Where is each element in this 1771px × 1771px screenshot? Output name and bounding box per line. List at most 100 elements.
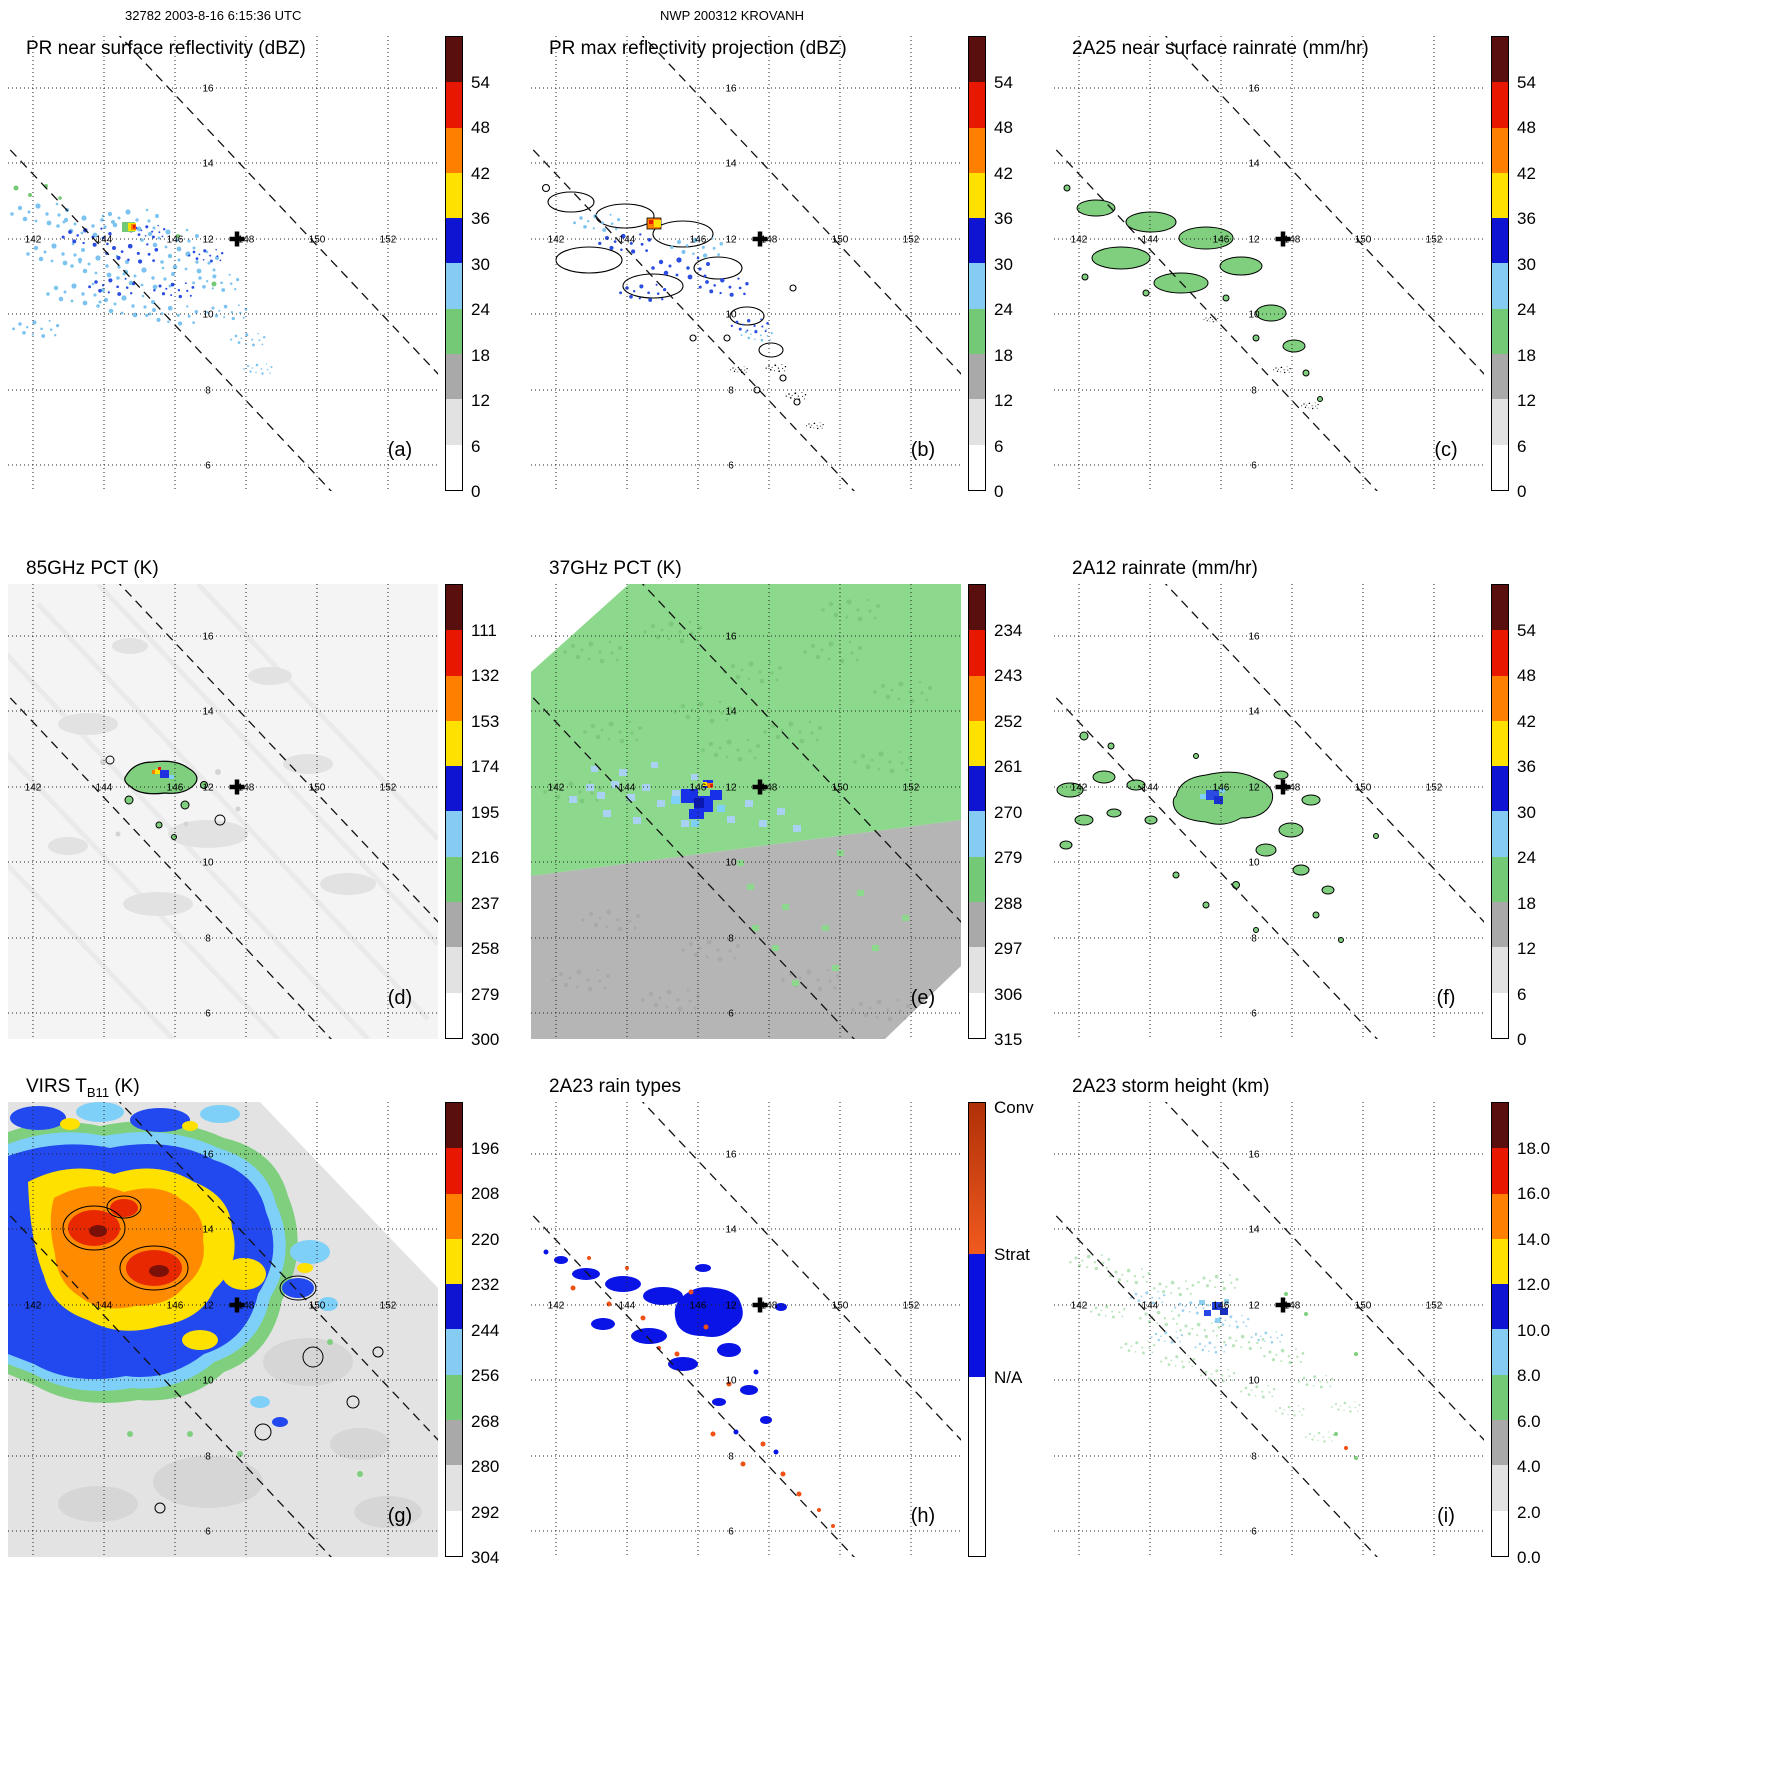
field-2a12-rainrate [1056,731,1379,943]
colorbar-segment [969,811,985,857]
lat-tick-label: 16 [202,1150,214,1161]
lon-tick-label: 146 [690,1301,707,1312]
lon-tick-label: 142 [548,1301,565,1312]
lon-tick-label: 150 [1355,235,1372,246]
map-2a23-rain-types: 142 144 146 148 150 152 16 14 12 10 8 6 (h) [531,1102,961,1557]
colorbar [445,584,463,1039]
panel-title-text: 2A25 near surface rainrate (mm/hr) [1072,38,1369,59]
colorbar-labels: Conv Strat N/A [994,1098,1066,1557]
moderate-rain-speckles [61,224,224,299]
colorbar-tick-label: Strat [994,1245,1030,1264]
colorbar-tick-label: 297 [994,939,1023,958]
colorbar-segment [969,172,985,219]
panel-title-text: 85GHz PCT (K) [26,558,159,579]
temperature-contours [62,1195,384,1514]
lat-tick-label: 12 [1248,1301,1260,1312]
map-annotations: 142 144 146 148 150 152 16 14 12 10 8 6 (h) [531,1102,961,1557]
lat-tick-label: 12 [725,783,737,794]
lat-tick-label: 8 [205,386,211,397]
green-specks-in-gray [737,850,909,986]
panel-h-title: 2A23 rain types [549,1076,681,1098]
lon-tick-label: 150 [309,235,326,246]
lat-tick-label: 8 [728,386,734,397]
colorbar-segment [1492,263,1508,309]
swath-edge-lines [8,36,438,491]
colorbar-segment [446,218,462,264]
storm-center-cross-icon [229,231,245,247]
colorbar-labels: 54 48 42 36 30 24 18 12 6 0 [1517,36,1589,502]
colorbar-tick-label: 300 [471,1030,500,1049]
lat-tick-label: 6 [728,1527,734,1538]
panel-title-text: PR near surface reflectivity (dBZ) [26,38,306,59]
convective-core [122,222,136,232]
colorbar-tick-label: 196 [471,1138,500,1158]
coldest-pixel [694,798,704,808]
colorbar-segment [1492,1420,1508,1466]
colorbar-segment [969,992,985,1038]
colorbar-tick-label: 48 [471,118,490,137]
colorbar-segment [1492,1374,1508,1421]
colorbar-segment [1492,1284,1508,1330]
lat-tick-label: 16 [725,1150,737,1161]
lon-tick-label: 142 [1071,235,1088,246]
colorbar-segment [969,263,985,309]
colorbar-segment [446,1148,462,1194]
lat-tick-label: 12 [202,1301,214,1312]
panel-title-text: 2A23 storm height (km) [1072,1076,1270,1097]
colorbar [1491,36,1509,491]
map-annotations: 142 144 146 148 150 152 16 14 12 10 8 6 (f) [1054,584,1484,1039]
colorbar-tick-label: 24 [471,300,490,319]
panel-c-title: 2A25 near surface rainrate (mm/hr) [1072,38,1369,60]
heavy-rain-core [1200,788,1225,804]
colorbar [445,1102,463,1557]
colorbar-segment [446,1420,462,1466]
colorbar-segment [1492,992,1508,1038]
lat-tick-label: 6 [205,461,211,472]
lat-tick-label: 12 [1248,783,1260,794]
cool-pct-region [531,584,961,876]
warm-cloud-blotches [58,1251,422,1528]
colorbar-segment [969,82,985,128]
colorbar-segment [1492,37,1508,83]
map-annotations: 142 144 146 148 150 152 16 14 12 10 8 6 (g) [8,1102,438,1557]
panel-letter: (a) [388,439,412,461]
colorbar-segment [969,218,985,264]
lon-tick-label: 146 [167,1301,184,1312]
colorbar-tick-label: 30 [994,254,1013,274]
colorbar-segment [446,630,462,676]
swath-edge-lines [8,1102,438,1557]
cold-cloud-yellow-blob [222,1258,266,1290]
lon-tick-label: 144 [1142,783,1159,794]
colorbar-tick-label: 18 [471,345,490,365]
lon-tick-label: 144 [619,783,636,794]
lon-tick-label: 146 [1213,235,1230,246]
swath-edge-lines [531,584,961,1039]
colorbar-segment [446,1329,462,1375]
lat-tick-label: 10 [1248,1376,1260,1387]
map-annotations: 142 144 146 148 150 152 16 14 12 10 8 6 (a) [8,36,438,491]
lon-tick-label: 146 [167,783,184,794]
colorbar-tick-label: 12 [471,391,490,410]
colorbar-tick-label: 48 [994,118,1013,137]
colorbar-segment [446,1238,462,1285]
map-annotations: 142 144 146 148 150 152 16 14 12 10 8 6 (d) [8,584,438,1039]
green-specks [1284,1292,1358,1460]
colorbar-segment [446,992,462,1038]
colorbar-tick-label: 288 [994,893,1023,913]
lat-tick-label: 14 [202,707,214,718]
lat-tick-label: 6 [205,1009,211,1020]
colorbar-tick-label: 54 [1517,620,1536,640]
colorbar-tick-label: 12.0 [1517,1275,1551,1294]
colorbar-segment [1492,811,1508,857]
lat-tick-label: 12 [725,1301,737,1312]
lat-tick-label: 14 [1248,1225,1260,1236]
colorbar-segment [1492,1103,1508,1149]
colorbar-segment [446,354,462,400]
colorbar-tick-label: 12 [994,391,1013,410]
map-2a25-rainrate: 142 144 146 148 150 152 16 14 12 10 8 6 (c) [1054,36,1484,491]
colorbar-tick-label: 30 [471,254,490,274]
colorbar-tick-label: 36 [1517,757,1536,776]
lon-tick-label: 150 [309,783,326,794]
colorbar-segment [1492,1465,1508,1511]
tmi-swath-background [8,584,438,1039]
